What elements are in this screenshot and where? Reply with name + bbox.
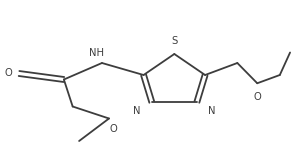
Text: O: O: [110, 124, 117, 134]
Text: O: O: [253, 92, 261, 102]
Text: N: N: [208, 106, 215, 116]
Text: S: S: [171, 36, 178, 45]
Text: O: O: [4, 69, 12, 78]
Text: N: N: [133, 106, 141, 116]
Text: NH: NH: [89, 48, 104, 58]
